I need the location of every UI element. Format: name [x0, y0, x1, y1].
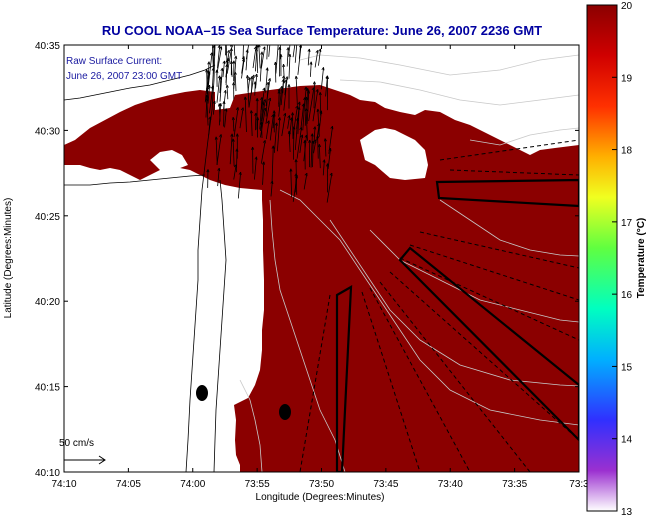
figure-title: RU COOL NOAA–15 Sea Surface Temperature:… — [102, 23, 542, 38]
scale-label: 50 cm/s — [59, 438, 94, 449]
x-tick-label: 73:40 — [438, 479, 463, 490]
x-tick-label: 73:45 — [373, 479, 398, 490]
y-axis-label: Latitude (Degrees:Minutes) — [3, 198, 14, 319]
colorbar-tick-label: 19 — [621, 73, 633, 84]
radial-dashed-lines — [299, 139, 579, 472]
station-marker-1 — [196, 385, 208, 401]
colorbar — [586, 4, 618, 512]
coastline — [64, 45, 227, 472]
colorbar-tick-label: 16 — [621, 290, 633, 301]
x-tick-label: 73:35 — [502, 479, 527, 490]
current-annotation-line1: Raw Surface Current: — [66, 56, 162, 67]
x-tick-label: 73:3 — [569, 479, 589, 490]
y-tick-label: 40:20 — [35, 297, 60, 308]
surface-current-vectors — [204, 45, 334, 203]
colorbar-ticks: 20 19 18 17 16 15 14 13 — [612, 1, 633, 518]
scale-arrow — [64, 455, 106, 465]
x-tick-label: 73:50 — [309, 479, 334, 490]
x-axis-ticks: 74:10 74:05 74:00 73:55 73:50 73:45 73:40 73:35… — [51, 45, 589, 490]
x-axis-label: Longitude (Degrees:Minutes) — [256, 492, 385, 503]
map-plot-area — [64, 45, 579, 472]
colorbar-tick-label: 18 — [621, 146, 633, 157]
x-tick-label: 74:05 — [116, 479, 141, 490]
current-annotation-line2: June 26, 2007 23:00 GMT — [66, 71, 182, 82]
x-tick-label: 74:00 — [180, 479, 205, 490]
station-marker-2 — [279, 404, 291, 420]
colorbar-tick-label: 20 — [621, 1, 633, 12]
x-tick-label: 74:10 — [51, 479, 76, 490]
y-axis-ticks: 40:35 40:30 40:25 40:20 40:15 40:10 — [35, 41, 579, 479]
colorbar-tick-label: 17 — [621, 218, 633, 229]
y-tick-label: 40:10 — [35, 468, 60, 479]
colorbar-tick-label: 15 — [621, 362, 633, 373]
y-tick-label: 40:15 — [35, 383, 60, 394]
colorbar-tick-label: 13 — [621, 507, 633, 518]
coverage-wedges — [335, 178, 579, 472]
y-tick-label: 40:25 — [35, 212, 60, 223]
y-tick-label: 40:30 — [35, 126, 60, 137]
colorbar-tick-label: 14 — [621, 435, 633, 446]
x-tick-label: 73:55 — [245, 479, 270, 490]
y-tick-label: 40:35 — [35, 41, 60, 52]
colorbar-label: Temperature (°C) — [636, 218, 647, 299]
